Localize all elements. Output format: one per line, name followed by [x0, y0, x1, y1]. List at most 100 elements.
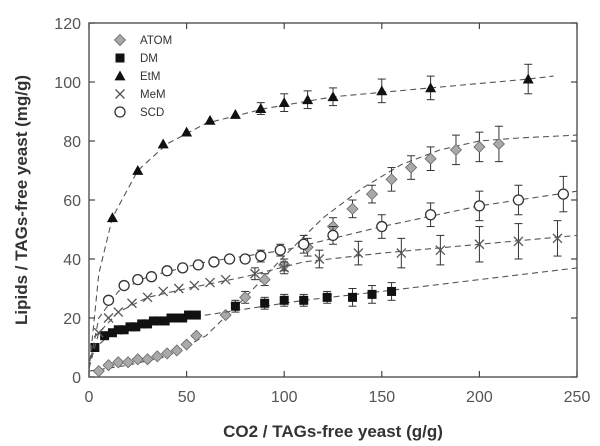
x-tick-label: 100	[271, 389, 298, 406]
data-point-etm	[522, 73, 534, 84]
data-point-dm	[160, 316, 170, 326]
cross-stroke	[113, 307, 124, 318]
data-point-atom	[449, 143, 463, 156]
data-point-dm	[166, 313, 176, 323]
data-point-mem	[474, 239, 485, 250]
fit-curve	[89, 75, 554, 372]
y-tick-label: 60	[63, 193, 81, 210]
data-point-atom	[151, 350, 164, 363]
data-point-scd	[557, 188, 569, 200]
data-point-etm	[157, 138, 169, 149]
data-point-dm	[143, 319, 153, 329]
data-point-mem	[353, 248, 364, 259]
data-point-scd	[132, 273, 144, 286]
data-point-dm	[125, 322, 135, 332]
data-point-atom	[92, 365, 105, 377]
data-point-mem	[113, 307, 124, 318]
data-point-mem	[279, 262, 290, 273]
data-point-mem	[173, 283, 184, 294]
y-axis-label: Lipids / TAGs-free yeast (mg/g)	[12, 75, 31, 325]
series-mem	[89, 220, 577, 369]
data-point-etm	[302, 94, 314, 105]
plot-area: 0 50 100 150 200 250 0 20 40 60 80 100 120 CO2 / TAGs…	[12, 16, 590, 441]
data-point-atom	[190, 329, 203, 342]
data-point-mem	[435, 245, 446, 256]
data-point-mem	[189, 280, 200, 291]
data-point-atom	[161, 347, 174, 360]
data-point-etm	[278, 97, 290, 108]
data-point-atom	[258, 273, 271, 286]
cross-stroke	[205, 277, 215, 288]
data-point-dm	[279, 295, 289, 305]
cross-stroke	[314, 254, 325, 264]
data-point-dm	[172, 313, 182, 323]
data-point-mem	[126, 298, 137, 309]
data-point-atom	[473, 140, 486, 153]
data-point-dm	[148, 316, 158, 326]
data-point-atom	[170, 344, 183, 357]
series-dm	[90, 267, 577, 352]
x-tick-label: 150	[368, 389, 395, 406]
data-point-dm	[178, 313, 188, 323]
data-point-atom	[131, 353, 144, 366]
data-point-atom	[365, 188, 379, 201]
data-point-etm	[132, 165, 144, 175]
cross-stroke	[115, 89, 125, 99]
series-atom	[89, 125, 577, 377]
cross-stroke	[552, 233, 563, 244]
legend-marker-atom	[113, 33, 127, 47]
cross-stroke	[279, 262, 290, 273]
data-point-dm	[100, 331, 110, 341]
data-point-scd	[424, 209, 437, 221]
data-point-mem	[552, 233, 563, 244]
data-point-dm	[131, 322, 141, 332]
data-point-scd	[223, 253, 236, 265]
data-point-mem	[396, 248, 407, 259]
data-point-scd	[298, 238, 310, 250]
data-point-mem	[142, 292, 153, 303]
y-tick-label: 120	[54, 16, 81, 33]
cross-stroke	[142, 292, 153, 303]
data-point-scd	[208, 256, 220, 268]
cross-stroke	[173, 283, 184, 294]
data-point-dm	[367, 289, 377, 299]
data-point-atom	[180, 338, 193, 351]
data-point-mem	[103, 313, 114, 323]
y-tick-label: 80	[63, 134, 81, 151]
cross-stroke	[435, 245, 446, 256]
y-tick-label: 0	[72, 370, 81, 387]
data-point-etm	[425, 82, 437, 93]
data-point-etm	[106, 212, 118, 223]
data-point-atom	[121, 356, 135, 369]
legend-marker-etm	[114, 70, 126, 81]
fit-curve	[89, 134, 577, 372]
cross-stroke	[126, 298, 137, 309]
cross-stroke	[158, 286, 169, 297]
data-point-etm	[229, 108, 241, 119]
cross-stroke	[396, 248, 407, 259]
data-point-dm	[230, 301, 240, 311]
data-point-atom	[424, 152, 437, 165]
data-point-scd	[177, 262, 189, 274]
legend-label-mem: MeM	[140, 89, 166, 101]
data-point-atom	[385, 173, 398, 186]
legend-marker-mem	[115, 89, 125, 99]
data-point-dm	[260, 298, 270, 308]
data-point-scd	[239, 253, 251, 265]
data-point-dm	[348, 292, 358, 302]
y-tick-label: 100	[54, 75, 81, 92]
data-point-scd	[327, 229, 339, 242]
data-point-mem	[513, 236, 524, 247]
series-scd	[89, 175, 577, 369]
legend-marker-scd	[114, 106, 126, 118]
fit-curve	[89, 234, 577, 369]
x-axis-label: CO2 / TAGs-free yeast (g/g)	[223, 422, 443, 441]
data-point-scd	[274, 244, 286, 256]
fit-curve	[92, 267, 577, 351]
x-tick-label: 50	[178, 389, 196, 406]
y-tick-label: 40	[63, 252, 81, 269]
data-point-scd	[376, 220, 388, 233]
x-tick-label: 250	[564, 389, 591, 406]
legend-label-scd: SCD	[140, 107, 164, 119]
